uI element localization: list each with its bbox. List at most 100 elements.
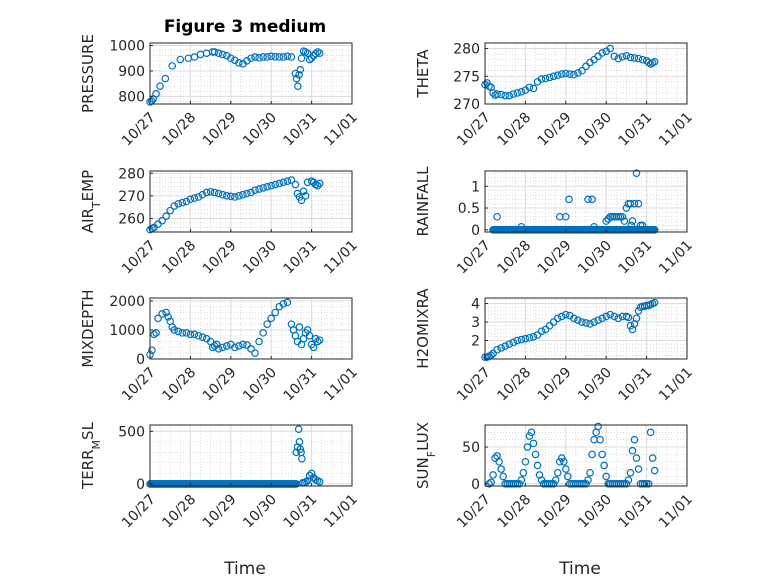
data-point bbox=[634, 307, 643, 315]
data-point bbox=[499, 472, 507, 481]
data-point bbox=[582, 319, 590, 327]
data-point bbox=[578, 66, 586, 75]
data-point bbox=[178, 329, 187, 337]
data-point bbox=[523, 443, 532, 451]
data-point bbox=[610, 52, 619, 61]
data-point bbox=[267, 181, 276, 190]
x-tick-label: 10/30 bbox=[240, 110, 280, 150]
data-point bbox=[610, 312, 619, 321]
data-point bbox=[553, 71, 562, 79]
y-tick-label: 1 bbox=[471, 179, 480, 195]
data-point bbox=[222, 192, 231, 200]
data-point bbox=[190, 194, 199, 202]
x-tick-label: 11/01 bbox=[656, 492, 696, 532]
data-point bbox=[247, 345, 255, 353]
axes-box bbox=[484, 170, 688, 233]
y-axis-label: H2OMIXRA bbox=[414, 288, 432, 369]
data-point bbox=[626, 321, 635, 330]
y-tick-label: 280 bbox=[118, 166, 145, 182]
data-point bbox=[634, 465, 643, 473]
data-point bbox=[283, 52, 292, 61]
data-point bbox=[214, 345, 223, 353]
data-point bbox=[545, 73, 554, 82]
x-tick-label: 10/28 bbox=[159, 492, 199, 532]
x-tick-label: 10/27 bbox=[119, 238, 159, 278]
data-point bbox=[505, 91, 514, 100]
data-point bbox=[638, 55, 647, 64]
axes-box bbox=[149, 170, 353, 233]
data-point bbox=[588, 450, 596, 459]
data-point bbox=[190, 53, 199, 61]
x-tick-label: 10/28 bbox=[159, 238, 199, 278]
data-point bbox=[164, 313, 172, 321]
data-point bbox=[495, 457, 503, 466]
data-point bbox=[588, 195, 596, 204]
data-point bbox=[279, 300, 288, 308]
data-point bbox=[190, 330, 199, 339]
x-tick-label: 10/29 bbox=[200, 365, 240, 405]
data-point bbox=[214, 189, 223, 198]
data-point bbox=[541, 74, 550, 83]
data-point bbox=[622, 51, 631, 60]
data-point bbox=[487, 478, 495, 487]
axes-box bbox=[484, 42, 688, 105]
y-tick-label: 50 bbox=[462, 440, 480, 456]
data-point bbox=[243, 189, 251, 198]
data-point bbox=[178, 198, 187, 207]
data-point bbox=[212, 340, 221, 349]
x-tick-label: 10/29 bbox=[535, 110, 575, 150]
x-tick-label: 10/28 bbox=[494, 238, 534, 278]
data-point bbox=[606, 44, 615, 53]
data-point bbox=[586, 320, 594, 328]
data-point bbox=[622, 204, 631, 212]
data-point bbox=[182, 329, 191, 337]
data-point bbox=[259, 329, 267, 337]
data-point bbox=[632, 454, 641, 462]
data-point bbox=[497, 90, 505, 99]
data-point bbox=[243, 341, 251, 349]
data-point bbox=[295, 438, 304, 446]
data-point bbox=[186, 195, 195, 204]
data-point bbox=[557, 312, 566, 321]
data-point bbox=[247, 54, 255, 63]
data-point bbox=[295, 323, 304, 331]
data-point bbox=[218, 190, 227, 199]
data-point bbox=[553, 468, 562, 477]
x-tick-label: 11/01 bbox=[321, 365, 361, 405]
data-point bbox=[287, 53, 296, 61]
x-tick-label: 10/31 bbox=[281, 238, 321, 278]
data-point bbox=[602, 217, 611, 225]
data-point bbox=[650, 466, 659, 475]
data-point bbox=[517, 222, 526, 231]
data-point bbox=[561, 310, 570, 319]
data-point bbox=[632, 169, 641, 177]
data-point bbox=[315, 477, 324, 486]
data-point bbox=[549, 479, 558, 488]
data-point bbox=[565, 195, 573, 204]
data-point bbox=[194, 331, 203, 340]
x-tick-label: 10/27 bbox=[119, 110, 159, 150]
data-point bbox=[564, 472, 572, 481]
data-point bbox=[313, 181, 322, 190]
subplot-sunflux: 0 50 10/27 10/28 10/29 10/30 10/31 11/01 SUNFLUX… bbox=[414, 422, 696, 579]
data-point bbox=[158, 216, 166, 225]
data-point bbox=[517, 88, 526, 96]
data-point bbox=[525, 432, 534, 440]
x-axis-label: Time bbox=[223, 559, 266, 579]
figure-title: Figure 3 medium bbox=[164, 17, 326, 37]
subplot-pressure: 800 900 1000 10/27 10/28 10/29 10/30 10/31 11/01… bbox=[79, 34, 361, 149]
y-tick-label: 280 bbox=[453, 42, 480, 58]
data-point bbox=[590, 222, 598, 231]
x-tick-label: 10/31 bbox=[616, 492, 656, 532]
data-point bbox=[626, 468, 635, 477]
data-point bbox=[315, 49, 324, 57]
data-point bbox=[158, 310, 166, 318]
data-point bbox=[557, 70, 566, 78]
data-point bbox=[296, 445, 305, 453]
axes-box bbox=[149, 424, 353, 487]
data-point bbox=[614, 314, 623, 323]
data-point bbox=[537, 75, 546, 83]
y-tick-label: 1000 bbox=[109, 39, 145, 55]
data-point bbox=[582, 62, 590, 71]
data-point bbox=[154, 220, 162, 228]
